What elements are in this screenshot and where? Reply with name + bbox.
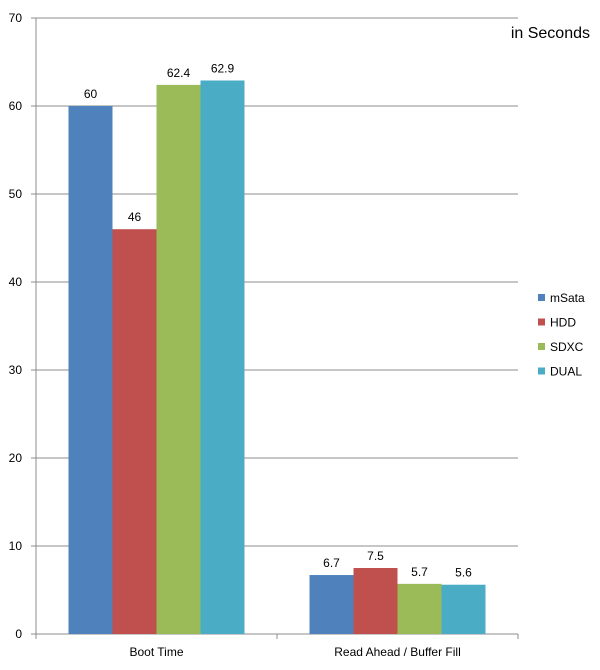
data-label: 60 [84,87,98,101]
y-tick-label: 50 [9,187,23,201]
y-tick-label: 40 [9,275,23,289]
data-label: 62.9 [211,61,235,75]
legend-swatch [538,367,545,375]
bar-msata [309,575,354,634]
x-category-label: Read Ahead / Buffer Fill [334,645,461,659]
bar-hdd [112,229,157,634]
x-category-label: Boot Time [129,645,183,659]
data-label: 5.6 [455,566,472,580]
legend: mSata HDD SDXC DUAL [538,291,585,379]
y-tick-label: 20 [9,451,23,465]
unit-label: in Seconds [511,25,590,42]
bar-dual [200,80,245,635]
data-label: 6.7 [323,556,340,570]
legend-label: mSata [550,291,585,305]
bars [68,80,486,635]
data-label: 46 [128,210,142,224]
y-tick-label: 30 [9,363,23,377]
bar-sdxc [397,583,442,634]
data-label: 7.5 [367,549,384,563]
legend-label: HDD [550,316,576,330]
bar-msata [68,106,113,634]
y-tick-label: 60 [9,99,23,113]
legend-label: DUAL [550,365,582,379]
y-tick-label: 0 [15,627,22,641]
y-tick-label: 70 [9,11,23,25]
y-tick-label: 10 [9,539,23,553]
data-label: 5.7 [411,565,428,579]
legend-swatch [538,318,545,326]
data-labels: 60 46 62.4 62.9 6.7 7.5 5.7 5.6 [84,61,472,579]
data-label: 62.4 [167,66,191,80]
legend-swatch [538,343,545,350]
legend-swatch [538,294,545,301]
legend-label: SDXC [550,340,584,354]
bar-sdxc [156,84,201,634]
bar-hdd [353,568,398,634]
bar-dual [441,584,486,634]
